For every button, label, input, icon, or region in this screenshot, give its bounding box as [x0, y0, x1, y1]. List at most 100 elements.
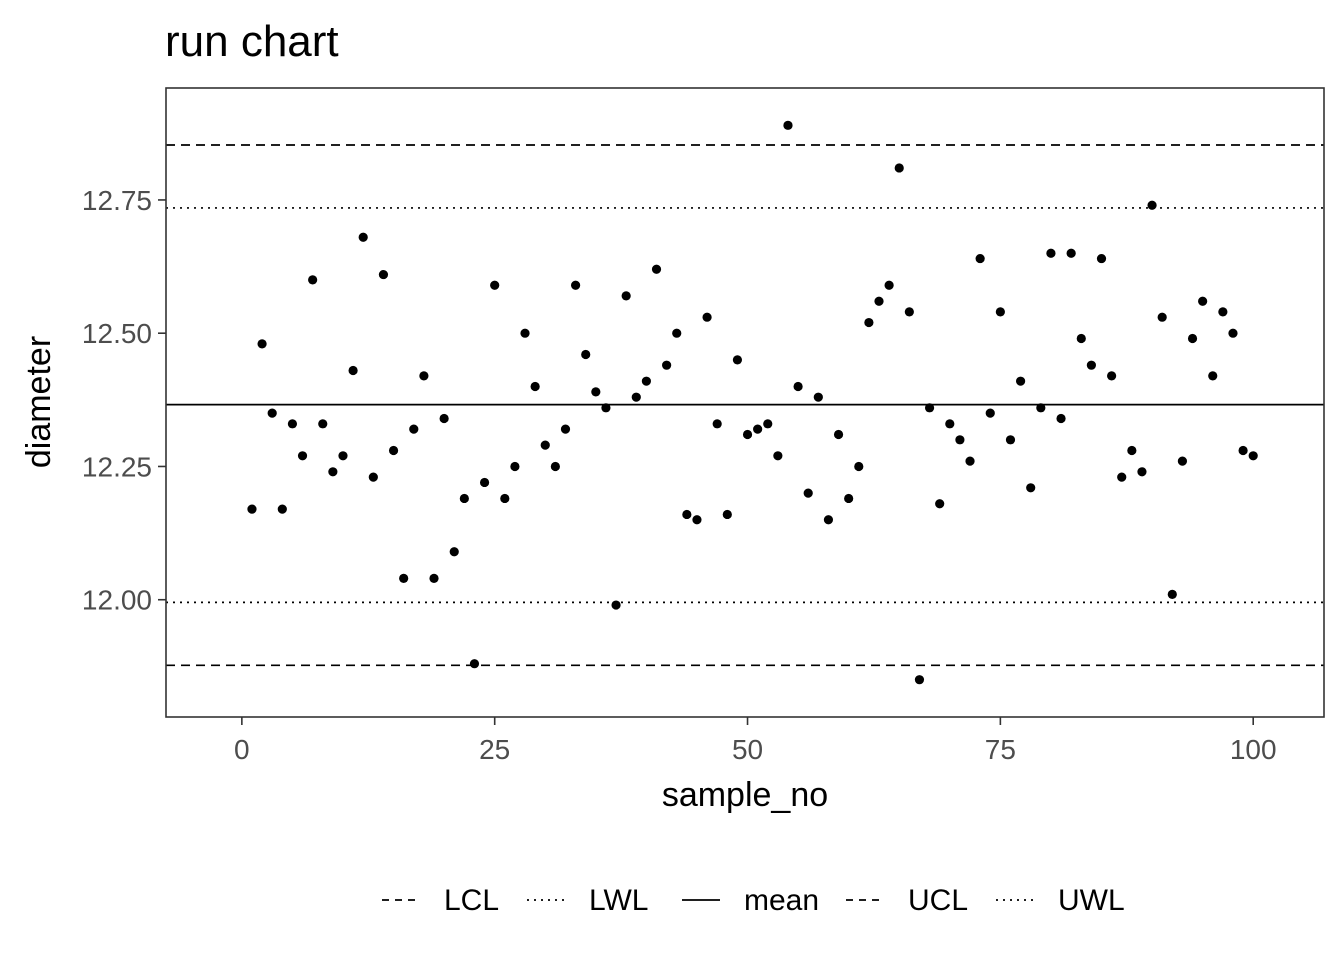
x-tick-label: 0 [234, 734, 250, 765]
panel-border [165, 87, 1325, 718]
data-point [793, 381, 803, 392]
data-point [844, 493, 854, 504]
data-point [399, 573, 409, 584]
data-point [1096, 253, 1107, 264]
y-tick-label: 12.50 [82, 318, 152, 349]
data-point [388, 445, 399, 456]
data-point [318, 419, 328, 429]
chart-title: run chart [165, 17, 339, 66]
data-point [924, 403, 935, 413]
data-point [1076, 333, 1086, 344]
data-point [702, 312, 712, 322]
data-point [560, 424, 571, 434]
data-point [1157, 312, 1167, 322]
x-tick-label: 100 [1230, 734, 1277, 765]
data-point [874, 296, 884, 306]
data-point [763, 419, 773, 429]
x-tick-label: 50 [732, 734, 763, 765]
data-point [894, 163, 904, 173]
data-point [601, 403, 611, 413]
data-point [1015, 376, 1026, 386]
data-point [439, 413, 449, 424]
data-point [1127, 445, 1137, 456]
data-point [1107, 371, 1117, 381]
legend: LCL LWL mean UCL UWL [382, 884, 1125, 917]
data-points [247, 120, 1258, 685]
data-point [1228, 328, 1238, 338]
legend-label-lwl: LWL [589, 884, 648, 917]
data-point [611, 600, 621, 610]
y-tick-label: 12.25 [82, 451, 152, 482]
data-point [429, 573, 439, 584]
y-tick-label: 12.75 [82, 185, 152, 216]
legend-label-mean: mean [744, 884, 819, 917]
data-point [1198, 296, 1208, 306]
data-point [1208, 371, 1218, 381]
y-axis-title: diameter [20, 336, 58, 468]
data-point [985, 408, 995, 418]
data-point [570, 280, 581, 290]
data-point [773, 451, 783, 461]
data-point [1117, 472, 1127, 482]
data-point [257, 339, 267, 349]
data-point [1187, 333, 1198, 344]
data-point [277, 504, 287, 514]
data-point [864, 317, 874, 328]
x-tick-label: 75 [985, 734, 1016, 765]
data-point [520, 328, 530, 338]
data-point [358, 232, 368, 242]
data-point [1218, 307, 1228, 317]
data-point [1036, 403, 1046, 413]
data-point [419, 371, 429, 381]
data-point [591, 387, 601, 397]
data-point [378, 269, 389, 280]
data-point [662, 360, 672, 370]
data-point [500, 493, 510, 504]
data-point [631, 392, 641, 402]
data-point [1066, 248, 1076, 258]
data-point [469, 659, 480, 669]
data-point [884, 280, 894, 290]
data-point [975, 253, 985, 264]
data-point [550, 461, 560, 472]
data-point [1177, 456, 1188, 466]
data-point [1137, 467, 1147, 477]
data-point [965, 456, 975, 466]
data-point [267, 408, 277, 418]
data-point [904, 307, 914, 317]
data-point [540, 440, 550, 450]
x-axis: 0 25 50 75 100 [234, 717, 1277, 765]
data-point [712, 419, 722, 429]
data-point [247, 504, 257, 514]
data-point [1056, 413, 1066, 424]
data-point [651, 264, 662, 274]
data-point [753, 424, 763, 434]
data-point [783, 120, 793, 130]
data-point [459, 493, 469, 504]
data-point [823, 515, 834, 525]
data-point [581, 349, 591, 360]
data-point [914, 675, 925, 685]
legend-label-uwl: UWL [1058, 884, 1125, 917]
data-point [692, 515, 702, 525]
data-point [530, 381, 540, 392]
data-point [995, 307, 1005, 317]
data-point [297, 451, 308, 461]
data-point [732, 355, 743, 365]
data-point [338, 451, 348, 461]
data-point [854, 461, 864, 472]
y-tick-label: 12.00 [82, 585, 152, 616]
data-point [479, 477, 490, 488]
data-point [682, 509, 692, 520]
data-point [287, 419, 298, 429]
data-point [803, 488, 813, 498]
data-point [308, 275, 318, 285]
data-point [1147, 200, 1157, 210]
data-point [813, 392, 823, 402]
data-point [1005, 435, 1016, 445]
data-point [621, 291, 631, 301]
data-point [1167, 589, 1177, 599]
x-axis-title: sample_no [662, 776, 828, 814]
data-point [1086, 360, 1096, 370]
